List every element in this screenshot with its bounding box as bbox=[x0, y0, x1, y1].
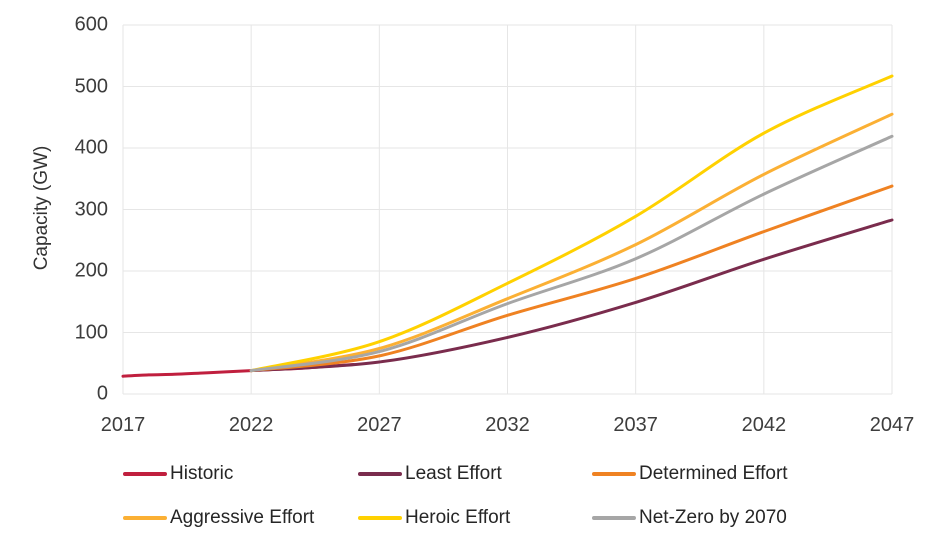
legend-swatch-least-effort bbox=[358, 472, 402, 476]
series-line-aggressive-effort bbox=[249, 112, 894, 373]
legend-item-historic: Historic bbox=[123, 462, 233, 486]
legend-label-heroic-effort: Heroic Effort bbox=[405, 507, 511, 528]
y-tick-label-0: 0 bbox=[96, 382, 108, 405]
legend-item-determined-effort: Determined Effort bbox=[592, 462, 788, 486]
y-tick-label-400: 400 bbox=[74, 136, 108, 159]
legend-swatch-determined-effort bbox=[592, 472, 636, 476]
legend-swatch-net-zero-by-2070 bbox=[592, 516, 636, 520]
y-tick-label-600: 600 bbox=[74, 13, 108, 36]
series-line-net-zero-by-2070 bbox=[249, 134, 894, 373]
x-tick-label-2037: 2037 bbox=[613, 414, 658, 436]
legend-swatch-aggressive-effort bbox=[123, 516, 167, 520]
series-line-determined-effort bbox=[249, 184, 894, 373]
legend-swatch-heroic-effort bbox=[358, 516, 402, 520]
legend-label-historic: Historic bbox=[170, 463, 234, 484]
x-tick-label-2032: 2032 bbox=[485, 414, 530, 436]
legend-swatch-historic bbox=[123, 472, 167, 476]
legend-item-least-effort: Least Effort bbox=[358, 462, 502, 486]
x-tick-label-2022: 2022 bbox=[228, 414, 274, 436]
legend-label-determined-effort: Determined Effort bbox=[639, 463, 788, 484]
x-tick-label-2017: 2017 bbox=[100, 414, 146, 436]
x-tick-label-2047: 2047 bbox=[869, 414, 915, 436]
x-tick-label-2027: 2027 bbox=[357, 414, 402, 436]
series-line-least-effort bbox=[249, 218, 894, 373]
legend-label-least-effort: Least Effort bbox=[405, 463, 502, 484]
legend-item-aggressive-effort: Aggressive Effort bbox=[123, 506, 314, 530]
y-tick-label-300: 300 bbox=[74, 198, 108, 220]
y-tick-label-100: 100 bbox=[74, 321, 108, 343]
y-tick-label-500: 500 bbox=[74, 75, 108, 97]
legend-label-net-zero-by-2070: Net-Zero by 2070 bbox=[639, 507, 787, 528]
legend-label-aggressive-effort: Aggressive Effort bbox=[170, 507, 315, 528]
legend-item-net-zero-by-2070: Net-Zero by 2070 bbox=[592, 506, 787, 530]
y-tick-label-200: 200 bbox=[74, 259, 108, 282]
x-tick-label-2042: 2042 bbox=[741, 414, 787, 436]
legend-item-heroic-effort: Heroic Effort bbox=[358, 506, 510, 530]
series-line-heroic-effort bbox=[249, 74, 894, 373]
